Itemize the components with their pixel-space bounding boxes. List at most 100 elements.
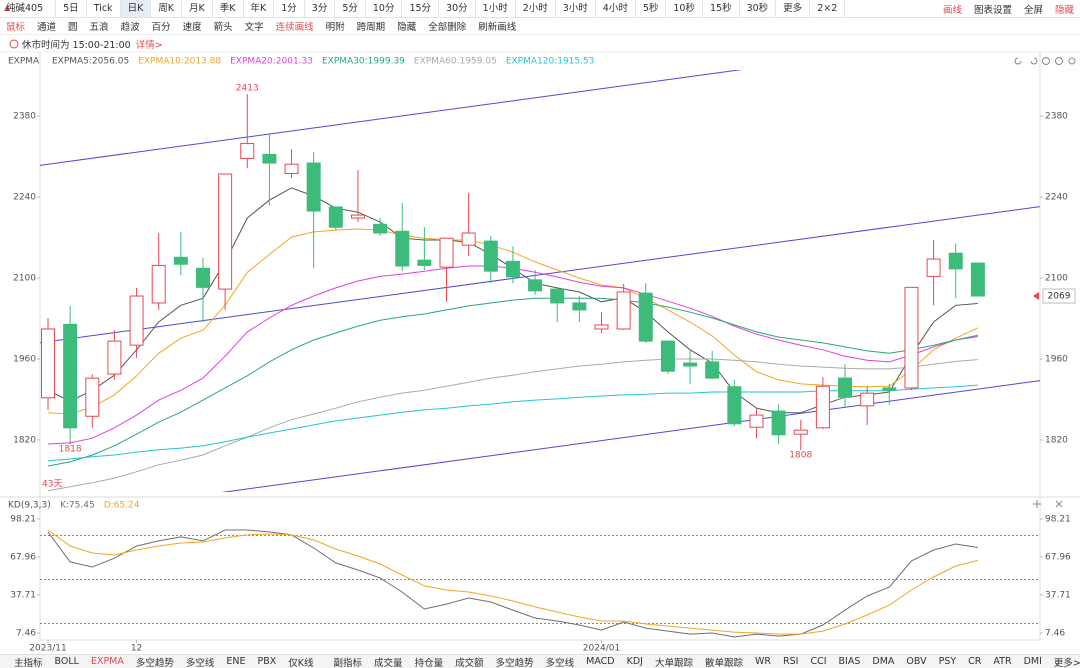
candle-body [882, 387, 897, 391]
candle-body [395, 230, 410, 267]
period-tab[interactable]: 30分 [439, 0, 476, 17]
period-tab[interactable]: Tick [87, 0, 121, 17]
add-panel-icon[interactable] [1033, 500, 1041, 508]
toolbar-action[interactable]: 图表设置 [973, 4, 1012, 16]
kd-plot [47, 529, 979, 638]
period-tab[interactable]: 4小时 [596, 0, 636, 17]
candle-body [151, 264, 166, 304]
sub-indicator-tab[interactable]: 多空线 [545, 657, 575, 668]
drawing-tool[interactable]: 百分 [151, 22, 171, 33]
candle-body [970, 262, 985, 297]
zoom-in-icon[interactable] [1042, 57, 1050, 65]
candle-body [417, 259, 432, 266]
drawing-tool[interactable]: 速度 [182, 22, 202, 33]
sub-indicator-tab[interactable]: CCI [810, 656, 827, 667]
candle-body [218, 173, 233, 290]
drawing-tool[interactable]: 连续画线 [275, 22, 314, 33]
sub-indicator-tab[interactable]: 更多> [1053, 657, 1080, 668]
main-indicator-tab[interactable]: ENE [226, 656, 246, 667]
drawing-tool[interactable]: 明附 [325, 22, 345, 33]
settings-icon[interactable] [1068, 57, 1076, 65]
sub-indicator-tab[interactable]: CR [968, 656, 982, 667]
drawing-tool[interactable]: 全部删除 [428, 22, 467, 33]
period-tab[interactable]: 1分 [274, 0, 305, 17]
toolbar-action[interactable]: 全屏 [1023, 4, 1043, 16]
period-tab[interactable]: 5分 [335, 0, 366, 17]
sub-indicator-tab[interactable]: RSI [783, 656, 799, 667]
sub-indicator-tab[interactable]: 大单跟踪 [654, 657, 693, 668]
drawing-tool[interactable]: 刷新画线 [478, 22, 517, 33]
chart-tools[interactable] [1014, 57, 1076, 509]
period-tab[interactable]: 季K [213, 0, 244, 17]
sub-indicator-tab[interactable]: DMA [872, 656, 895, 667]
period-tab[interactable]: 周K [151, 0, 183, 17]
period-tab[interactable]: 15分 [402, 0, 440, 17]
sub-indicator-tab[interactable]: 多空趋势 [495, 657, 534, 668]
main-indicator-tab[interactable]: 多空线 [185, 657, 215, 668]
main-indicator-tab[interactable]: BOLL [54, 656, 79, 667]
period-tab[interactable]: 3分 [305, 0, 336, 17]
legend-entry: EXPMA120:1915.53 [506, 57, 595, 67]
sub-indicator-tab[interactable]: 成交额 [455, 657, 484, 668]
close-panel-icon[interactable] [1055, 500, 1063, 508]
period-tab[interactable]: 2×2 [810, 0, 846, 17]
toolbar-action[interactable]: 画线 [942, 4, 962, 16]
drawing-tool[interactable]: 文字 [244, 22, 264, 33]
sub-indicator-tab[interactable]: KDJ [626, 656, 643, 667]
sub-indicator-tab[interactable]: BIAS [838, 656, 861, 667]
period-tab[interactable]: 30秒 [740, 0, 777, 17]
sub-indicator-tab[interactable]: MACD [586, 656, 615, 667]
period-tab[interactable]: 2小时 [516, 0, 556, 17]
drawing-tool[interactable]: 五浪 [89, 22, 109, 33]
candle-body [660, 340, 675, 372]
x-tick-label: 2023/11 [29, 644, 66, 654]
undo-icon[interactable] [1014, 57, 1022, 65]
trend-line [40, 206, 1040, 344]
period-tab[interactable]: 日K [120, 0, 152, 17]
symbol[interactable]: 纯碱405 [0, 0, 57, 17]
tab-group-label: 副指标 [333, 657, 363, 668]
sub-indicator-tab[interactable]: 持仓量 [414, 657, 444, 668]
sub-indicator-tab[interactable]: OBV [906, 656, 927, 667]
notice-link[interactable]: 详情> [135, 40, 163, 51]
zoom-out-icon[interactable] [1055, 57, 1063, 65]
drawing-tool[interactable]: 通道 [37, 22, 57, 33]
period-tab[interactable]: 5日 [56, 0, 87, 17]
toolbar-action[interactable]: 隐藏 [1054, 4, 1074, 16]
candle-body [771, 410, 786, 436]
period-tab[interactable]: 3小时 [556, 0, 596, 17]
drawing-tool[interactable]: 圆 [68, 22, 78, 33]
main-indicator-tab[interactable]: 多空趋势 [135, 657, 174, 668]
sub-indicator-tab[interactable]: 散单跟踪 [704, 657, 743, 668]
drawing-tool[interactable]: 鼠标 [6, 22, 26, 33]
sub-indicator-tab[interactable]: WR [755, 656, 771, 667]
period-tab[interactable]: 15秒 [703, 0, 740, 17]
period-tab[interactable]: 5秒 [636, 0, 667, 17]
notice-icon [9, 39, 19, 49]
drawing-tool[interactable]: 隐藏 [397, 22, 417, 33]
main-indicator-tab[interactable]: PBX [257, 656, 277, 667]
period-tab[interactable]: 更多 [776, 0, 811, 17]
period-tab[interactable]: 1小时 [476, 0, 516, 17]
sub-indicator-tab[interactable]: ATR [993, 656, 1012, 667]
candle-body [638, 292, 653, 342]
sub-indicator-tab[interactable]: DMI [1023, 656, 1042, 667]
redo-icon[interactable] [1030, 57, 1038, 65]
candle-body [306, 162, 321, 212]
drawing-tool[interactable]: 趋波 [120, 22, 140, 33]
candle-body [705, 361, 720, 379]
period-tab[interactable]: 10秒 [666, 0, 703, 17]
period-tab[interactable]: 10分 [366, 0, 403, 17]
period-tab[interactable]: 月K [182, 0, 213, 17]
sub-indicator-tab[interactable]: 成交量 [374, 657, 403, 668]
main-indicator-tab[interactable]: EXPMA [90, 656, 124, 667]
period-tab[interactable]: 年K [244, 0, 275, 17]
drawing-tool[interactable]: 跨周期 [356, 22, 386, 33]
candle-body [838, 377, 853, 398]
y-tick-label: 67.96 [1045, 552, 1071, 562]
drawing-tool[interactable]: 箭头 [213, 22, 233, 33]
candle-body [373, 223, 388, 234]
sub-indicator-tab[interactable]: PSY [938, 656, 957, 667]
main-indicator-tab[interactable]: 仅K线 [288, 657, 314, 668]
y-tick-label: 1820 [1045, 435, 1068, 445]
